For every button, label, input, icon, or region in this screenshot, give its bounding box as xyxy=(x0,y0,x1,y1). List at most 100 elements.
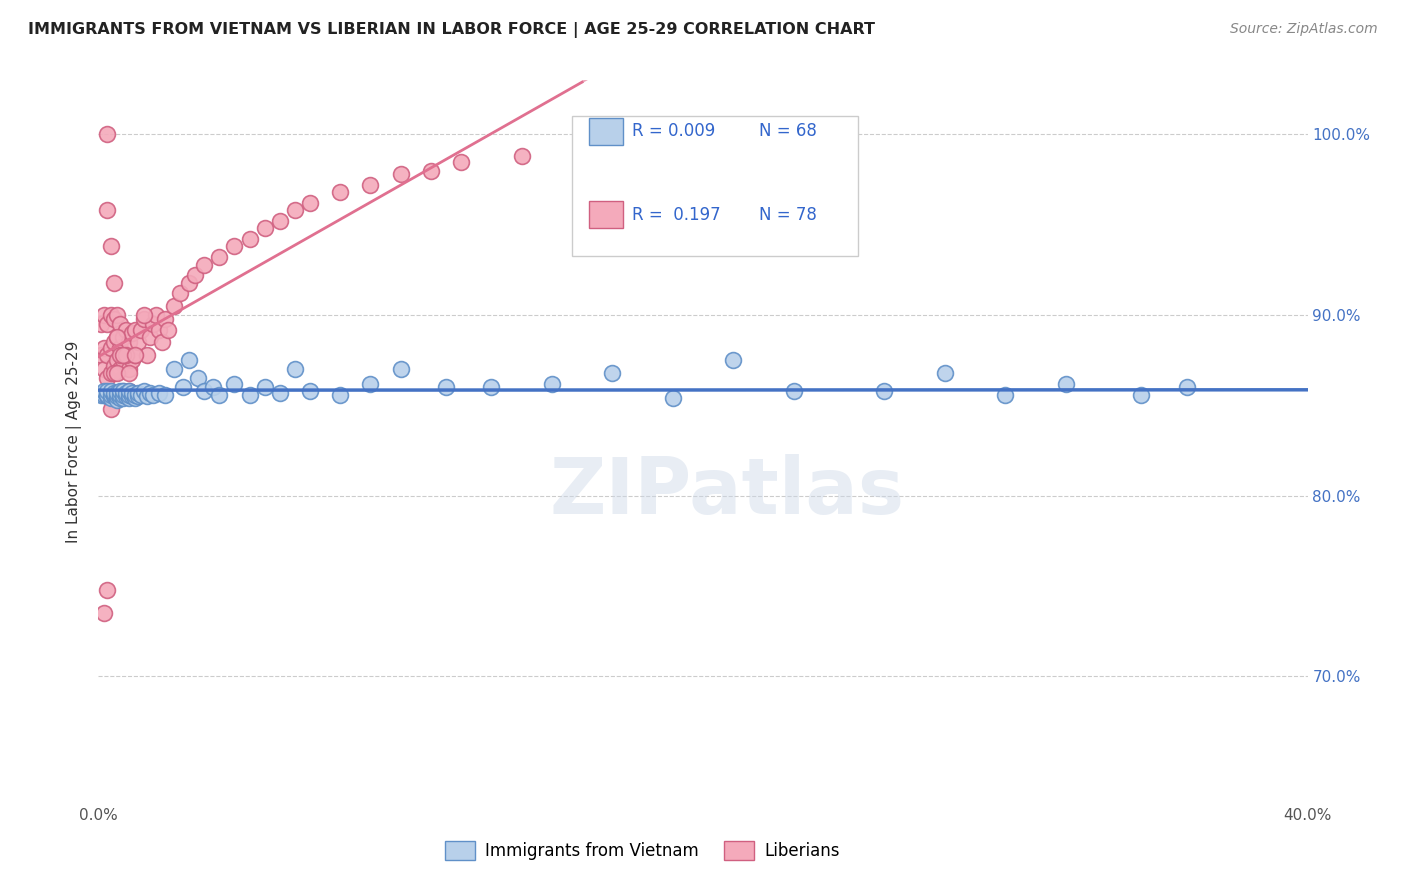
Point xyxy=(100,387,122,401)
Point xyxy=(124,391,146,405)
Point xyxy=(100,366,122,380)
Point xyxy=(124,387,146,401)
Point xyxy=(90,317,112,331)
Point xyxy=(90,348,112,362)
Point xyxy=(96,348,118,362)
Point xyxy=(114,348,136,362)
Point xyxy=(1175,380,1198,394)
Point xyxy=(139,385,162,400)
Point xyxy=(153,387,176,401)
Text: N = 78: N = 78 xyxy=(759,206,817,224)
Point xyxy=(156,322,179,336)
Point xyxy=(510,149,533,163)
Point xyxy=(360,376,382,391)
Point xyxy=(118,335,141,350)
Point xyxy=(111,391,134,405)
Point xyxy=(103,276,125,290)
Point xyxy=(389,167,412,181)
Point xyxy=(121,385,143,400)
Point xyxy=(118,384,141,398)
Point xyxy=(481,380,503,394)
Point xyxy=(145,308,167,322)
Point xyxy=(450,154,472,169)
Point xyxy=(124,322,146,336)
Point xyxy=(96,389,118,403)
Point xyxy=(103,387,125,401)
Point xyxy=(139,330,162,344)
Point xyxy=(93,384,115,398)
Point xyxy=(873,384,896,398)
Point xyxy=(253,380,276,394)
Point xyxy=(269,385,291,400)
Text: R = 0.009: R = 0.009 xyxy=(633,122,716,140)
Point xyxy=(202,380,225,394)
Point xyxy=(783,384,806,398)
Point xyxy=(118,391,141,405)
Point xyxy=(129,387,152,401)
Point xyxy=(111,348,134,362)
Point xyxy=(269,214,291,228)
Point xyxy=(108,391,131,405)
Point xyxy=(100,384,122,398)
Point xyxy=(389,362,412,376)
Point xyxy=(105,366,128,380)
Point xyxy=(284,203,307,218)
Point xyxy=(118,387,141,401)
Point xyxy=(103,359,125,373)
Point xyxy=(329,387,352,401)
Point xyxy=(127,335,149,350)
Point xyxy=(299,196,322,211)
Point xyxy=(193,384,215,398)
Point xyxy=(723,353,745,368)
Point xyxy=(153,311,176,326)
Point xyxy=(100,239,122,253)
Point xyxy=(100,391,122,405)
Point xyxy=(329,186,352,200)
Point xyxy=(96,203,118,218)
Text: ZIPatlas: ZIPatlas xyxy=(550,454,904,530)
Point xyxy=(299,384,322,398)
Point xyxy=(434,380,457,394)
Text: IMMIGRANTS FROM VIETNAM VS LIBERIAN IN LABOR FORCE | AGE 25-29 CORRELATION CHART: IMMIGRANTS FROM VIETNAM VS LIBERIAN IN L… xyxy=(28,22,875,38)
Point xyxy=(90,387,112,401)
Point xyxy=(121,353,143,368)
Point xyxy=(135,348,157,362)
Point xyxy=(239,387,262,401)
Point xyxy=(108,362,131,376)
Point xyxy=(105,330,128,344)
Text: R =  0.197: R = 0.197 xyxy=(633,206,721,224)
Point xyxy=(93,341,115,355)
Text: N = 68: N = 68 xyxy=(759,122,817,140)
Point xyxy=(100,341,122,355)
Point xyxy=(108,317,131,331)
Point xyxy=(163,362,186,376)
Point xyxy=(93,606,115,620)
Point xyxy=(129,322,152,336)
Point xyxy=(179,276,201,290)
Point xyxy=(172,380,194,394)
Point xyxy=(127,389,149,403)
Point xyxy=(108,384,131,398)
Point xyxy=(105,330,128,344)
Point xyxy=(163,299,186,313)
Point xyxy=(148,322,170,336)
Point xyxy=(540,376,562,391)
Point xyxy=(96,387,118,401)
Point xyxy=(184,268,207,283)
Point xyxy=(118,366,141,380)
Point xyxy=(96,371,118,385)
Point xyxy=(187,371,209,385)
Point xyxy=(111,387,134,401)
Point xyxy=(105,389,128,403)
Point xyxy=(111,384,134,398)
Point xyxy=(239,232,262,246)
Point xyxy=(96,582,118,597)
Point xyxy=(114,348,136,362)
Point xyxy=(121,389,143,403)
Point xyxy=(1054,376,1077,391)
Point xyxy=(224,376,246,391)
Point xyxy=(602,366,624,380)
Text: Source: ZipAtlas.com: Source: ZipAtlas.com xyxy=(1230,22,1378,37)
Point xyxy=(93,362,115,376)
Point xyxy=(93,308,115,322)
